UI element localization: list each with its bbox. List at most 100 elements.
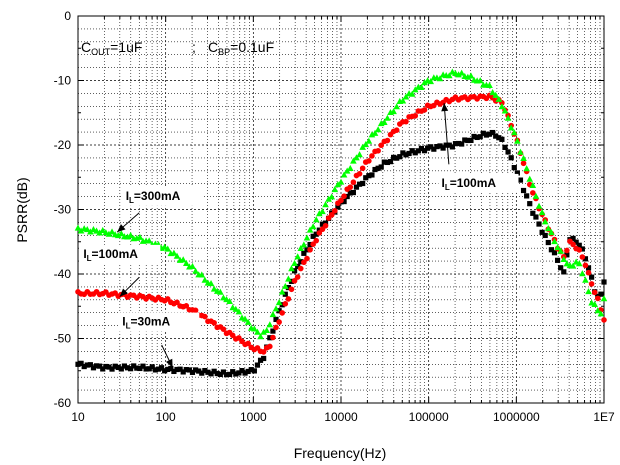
data-point <box>560 255 568 262</box>
data-point <box>316 227 322 233</box>
data-point <box>291 268 298 274</box>
data-point <box>310 233 316 239</box>
annotation-label: IL=30mA <box>122 315 170 331</box>
data-point <box>174 366 180 373</box>
data-point <box>174 299 180 306</box>
data-point <box>309 223 317 230</box>
data-point <box>428 144 434 150</box>
data-point <box>582 256 589 262</box>
data-point <box>595 295 601 302</box>
data-point <box>331 186 339 193</box>
data-point <box>319 207 326 215</box>
data-point <box>535 202 543 209</box>
data-point <box>322 201 329 208</box>
data-point <box>384 137 391 144</box>
data-point <box>285 284 291 291</box>
data-point <box>183 367 189 373</box>
data-point <box>588 281 595 287</box>
data-point <box>347 184 354 190</box>
data-point <box>341 198 347 205</box>
data-point <box>124 365 131 371</box>
conditions-label: COUT=1uF ; CBP=0.1uF <box>81 39 274 57</box>
data-point <box>412 112 419 119</box>
data-point <box>353 154 360 161</box>
major-grid <box>77 15 605 404</box>
data-point <box>594 307 602 314</box>
data-point <box>183 303 190 309</box>
data-point <box>232 305 240 312</box>
annotation-current-symbol: I <box>441 176 444 190</box>
data-point <box>601 317 607 323</box>
data-point <box>529 181 537 188</box>
data-point <box>291 278 298 284</box>
data-point <box>455 140 462 147</box>
data-point <box>112 363 118 369</box>
x-tick-label: 1E7 <box>593 410 615 424</box>
data-point <box>180 369 186 375</box>
data-point <box>427 77 435 85</box>
data-point <box>381 159 387 165</box>
annotation-value: =100mA <box>92 247 139 261</box>
data-point <box>421 148 428 154</box>
data-point <box>202 367 208 374</box>
data-point <box>490 129 496 136</box>
data-point <box>201 276 209 283</box>
data-point <box>421 79 428 86</box>
data-point <box>137 365 143 372</box>
data-point <box>285 275 292 282</box>
data-point <box>458 69 465 76</box>
data-point <box>350 157 357 164</box>
data-point <box>74 224 82 231</box>
data-point <box>143 366 149 372</box>
data-point <box>468 137 474 144</box>
x-tick-label: 10000 <box>324 410 358 424</box>
data-point <box>499 136 505 142</box>
data-point <box>369 172 375 178</box>
annotation-arrowhead <box>165 358 173 368</box>
data-point <box>517 177 524 183</box>
annotation-subscript: L <box>445 183 450 192</box>
data-point <box>140 363 146 369</box>
data-point <box>245 368 251 375</box>
data-point <box>527 201 533 207</box>
data-point <box>273 316 279 322</box>
data-point <box>118 366 124 372</box>
data-point <box>335 204 341 210</box>
data-point <box>390 108 397 115</box>
data-point <box>378 164 384 170</box>
data-point <box>93 227 100 234</box>
data-point <box>114 232 122 239</box>
cout-value: =1uF <box>110 39 142 55</box>
y-tick-label: -20 <box>54 138 72 152</box>
data-point <box>97 363 103 369</box>
data-point <box>493 133 499 139</box>
data-point <box>421 107 428 113</box>
data-point <box>548 228 555 236</box>
data-point <box>579 246 585 252</box>
data-point <box>480 130 486 136</box>
data-point <box>545 224 552 232</box>
y-tick-label: -40 <box>54 267 72 281</box>
data-point <box>514 137 521 144</box>
data-point <box>564 247 570 254</box>
annotation-background <box>80 244 161 264</box>
data-point <box>384 159 391 166</box>
data-point <box>411 86 419 93</box>
data-point <box>341 193 347 199</box>
series-0 <box>75 129 607 378</box>
cbp-subscript: BP <box>218 47 230 57</box>
data-point <box>437 143 443 149</box>
data-point <box>397 154 403 160</box>
data-point <box>266 321 274 328</box>
x-tick-label: 100000 <box>409 410 449 424</box>
data-point <box>400 150 406 156</box>
data-point <box>492 91 500 98</box>
data-point <box>155 366 162 372</box>
data-point <box>227 371 233 377</box>
data-point <box>275 298 283 306</box>
cout-subscript: OUT <box>91 47 111 57</box>
data-point <box>192 367 199 373</box>
data-point <box>378 142 385 149</box>
data-point <box>538 209 546 216</box>
